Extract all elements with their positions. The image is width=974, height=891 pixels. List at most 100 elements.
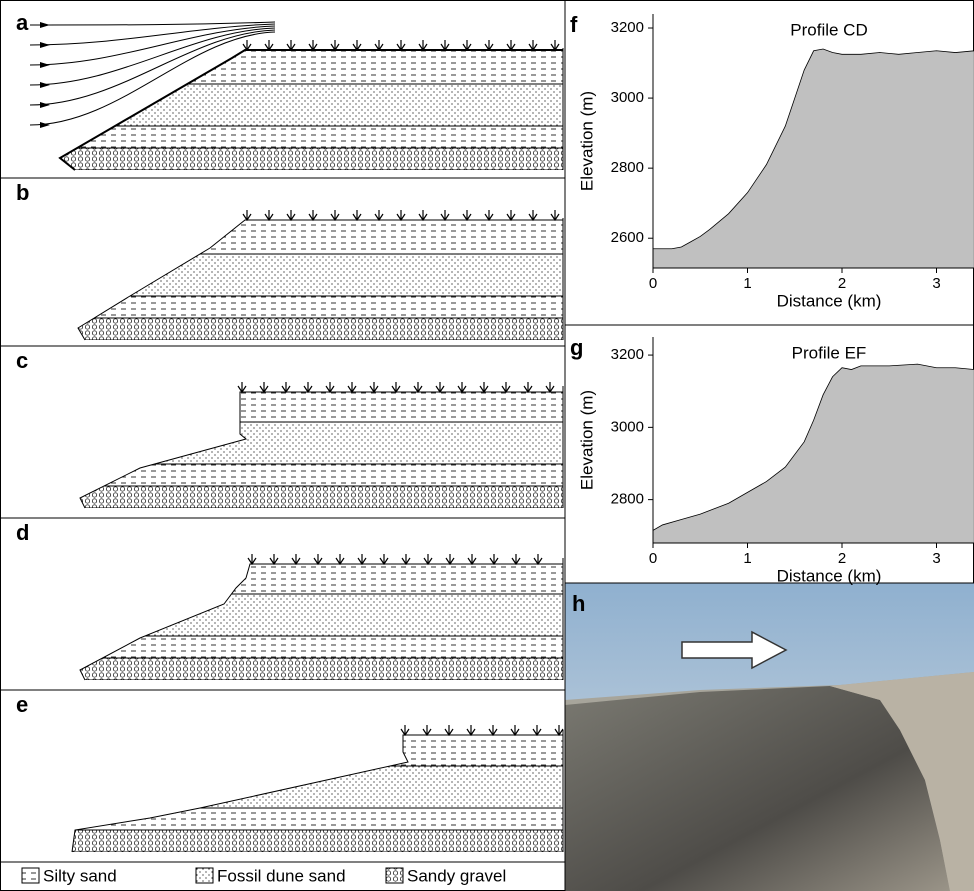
surface-arrow	[286, 210, 296, 222]
y-tick-label: 3200	[611, 19, 644, 36]
surface-arrow	[369, 382, 379, 394]
panel-letter: c	[16, 348, 28, 373]
surface-arrow	[308, 40, 318, 52]
surface-arrow	[259, 382, 269, 394]
layer	[80, 636, 563, 658]
panel-letter: e	[16, 692, 28, 717]
surface-arrow	[379, 554, 389, 566]
x-tick-label: 2	[838, 275, 846, 292]
surface-arrow	[462, 210, 472, 222]
flow-line	[29, 27, 276, 86]
surface-arrow	[523, 382, 533, 394]
surface-arrow	[418, 40, 428, 52]
surface-arrow	[479, 382, 489, 394]
layer	[72, 735, 563, 766]
layer	[80, 464, 563, 486]
surface-arrow	[413, 382, 423, 394]
surface-arrow	[401, 554, 411, 566]
flow-arrow	[40, 82, 50, 88]
y-tick-label: 2800	[611, 159, 644, 176]
diagram-panel: a	[16, 10, 564, 171]
profile-line	[79, 563, 563, 681]
surface-arrow	[357, 554, 367, 566]
legend-label: Silty sand	[43, 866, 117, 885]
surface-arrow	[269, 554, 279, 566]
surface-arrow	[506, 40, 516, 52]
diagram-panel: c	[16, 348, 564, 509]
surface-arrow	[488, 725, 498, 737]
surface-arrow	[435, 382, 445, 394]
flow-arrow	[40, 62, 50, 68]
x-tick-label: 0	[649, 550, 657, 567]
panel-letter: b	[16, 180, 29, 205]
surface-arrow	[484, 210, 494, 222]
surface-arrow	[325, 382, 335, 394]
surface-arrow	[264, 40, 274, 52]
surface-arrow	[550, 210, 560, 222]
surface-arrow	[510, 725, 520, 737]
layer	[60, 148, 563, 170]
surface-arrow	[391, 382, 401, 394]
x-tick-label: 1	[743, 275, 751, 292]
surface-arrow	[286, 40, 296, 52]
layers	[78, 220, 563, 340]
diagram-panel: b	[16, 180, 564, 341]
surface-arrow	[308, 210, 318, 222]
y-axis-label: Elevation (m)	[577, 390, 596, 490]
layer	[72, 766, 563, 808]
diagram-panel: e	[16, 692, 564, 853]
y-tick-label: 2600	[611, 229, 644, 246]
x-tick-label: 3	[932, 275, 940, 292]
flow-arrow	[40, 102, 50, 108]
y-tick-label: 3200	[611, 346, 644, 363]
chart-title: Profile CD	[790, 20, 867, 39]
surface-arrow	[396, 210, 406, 222]
x-tick-label: 3	[932, 550, 940, 567]
panel-letter: h	[572, 591, 585, 616]
x-tick-label: 0	[649, 275, 657, 292]
x-axis-label: Distance (km)	[777, 566, 882, 585]
photo: h	[565, 583, 974, 891]
surface-arrow	[532, 725, 542, 737]
surface-arrow	[330, 210, 340, 222]
surface-arrow	[352, 210, 362, 222]
layer	[72, 808, 563, 830]
layer	[60, 126, 563, 148]
x-axis-label: Distance (km)	[777, 291, 882, 310]
surface-arrow	[511, 554, 521, 566]
layer	[80, 564, 563, 594]
panel-letter: d	[16, 520, 29, 545]
surface-arrow	[237, 382, 247, 394]
surface-arrow	[247, 554, 257, 566]
surface-arrow	[501, 382, 511, 394]
legend-label: Fossil dune sand	[217, 866, 346, 885]
profile-line	[71, 734, 563, 853]
layer	[80, 594, 563, 636]
surface-arrow	[440, 40, 450, 52]
flow-arrow	[40, 22, 50, 28]
flow-line	[29, 25, 276, 66]
surface-arrow	[242, 210, 252, 222]
profile-line	[79, 391, 563, 509]
surface-arrow	[506, 210, 516, 222]
layer	[78, 254, 563, 296]
surface-arrow	[396, 40, 406, 52]
flow-line	[29, 23, 276, 46]
profile-line	[77, 219, 563, 341]
layers	[60, 50, 563, 170]
layer	[78, 318, 563, 340]
surface-arrow	[418, 210, 428, 222]
y-tick-label: 3000	[611, 89, 644, 106]
surface-arrow	[462, 40, 472, 52]
chart-title: Profile EF	[792, 343, 867, 362]
surface-arrow	[291, 554, 301, 566]
legend-label: Sandy gravel	[407, 866, 506, 885]
surface-arrow	[281, 382, 291, 394]
surface-arrow	[374, 210, 384, 222]
surface-arrow	[550, 40, 560, 52]
surface-arrow	[554, 725, 564, 737]
layers	[72, 735, 563, 852]
y-axis-label: Elevation (m)	[577, 91, 596, 191]
layer	[60, 84, 563, 126]
surface-arrow	[264, 210, 274, 222]
